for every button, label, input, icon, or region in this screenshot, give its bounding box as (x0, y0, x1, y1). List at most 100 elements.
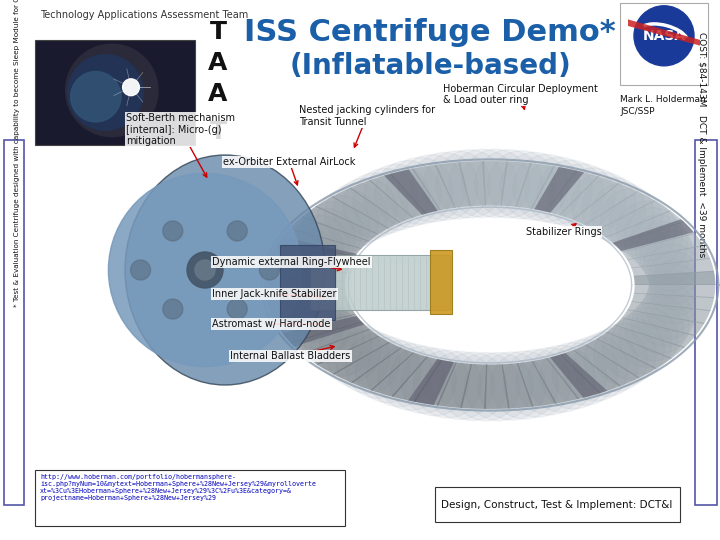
Circle shape (377, 343, 444, 410)
Polygon shape (585, 339, 657, 378)
Circle shape (631, 296, 689, 354)
Polygon shape (532, 358, 580, 403)
Polygon shape (573, 345, 640, 387)
Ellipse shape (125, 155, 325, 385)
Circle shape (600, 188, 662, 251)
Bar (310, 255, 450, 310)
Polygon shape (631, 258, 714, 276)
Circle shape (449, 149, 517, 218)
Circle shape (297, 208, 356, 267)
Text: Design, Construct, Test & Implement: DCT&I: Design, Construct, Test & Implement: DCT… (441, 500, 672, 510)
Circle shape (259, 260, 279, 280)
Polygon shape (627, 245, 710, 268)
Polygon shape (351, 348, 414, 390)
Polygon shape (482, 161, 508, 206)
Polygon shape (560, 350, 621, 394)
Text: Nested jacking cylinders for
Transit Tunnel: Nested jacking cylinders for Transit Tun… (299, 105, 435, 147)
Circle shape (413, 350, 482, 418)
Circle shape (549, 164, 615, 230)
Polygon shape (267, 252, 351, 273)
Circle shape (292, 215, 349, 273)
Polygon shape (265, 289, 347, 306)
Polygon shape (412, 165, 456, 211)
Circle shape (288, 292, 346, 349)
Text: Hoberman Circular Deployment
& Load outer ring: Hoberman Circular Deployment & Load oute… (443, 84, 598, 109)
Circle shape (353, 168, 418, 234)
Circle shape (649, 252, 701, 304)
Bar (4, 140, 24, 505)
Text: COST: $84-143M   DCT & Implement  <39 months: COST: $84-143M DCT & Implement <39 month… (697, 32, 706, 258)
Circle shape (452, 353, 520, 421)
Circle shape (130, 260, 150, 280)
Polygon shape (369, 173, 427, 218)
Text: Soft-Berth mechanism
[internal]: Micro-(g)
mitigation: Soft-Berth mechanism [internal]: Micro-(… (126, 113, 235, 177)
Polygon shape (634, 284, 715, 298)
Circle shape (563, 336, 629, 401)
Polygon shape (289, 217, 369, 249)
Polygon shape (458, 161, 486, 206)
Polygon shape (279, 228, 361, 256)
Polygon shape (534, 167, 584, 213)
Polygon shape (274, 237, 357, 263)
Circle shape (311, 315, 372, 376)
Text: Astromast w/ Hard-node: Astromast w/ Hard-node (212, 319, 330, 329)
Circle shape (647, 244, 700, 298)
Polygon shape (517, 361, 557, 407)
Circle shape (292, 298, 351, 356)
Polygon shape (349, 180, 413, 223)
Circle shape (649, 259, 701, 310)
Polygon shape (627, 301, 711, 324)
Text: NASA: NASA (642, 29, 685, 43)
Text: JSC/SSP: JSC/SSP (620, 107, 654, 116)
Circle shape (317, 189, 379, 251)
Circle shape (647, 271, 701, 324)
Polygon shape (302, 329, 379, 365)
Polygon shape (413, 360, 456, 406)
Circle shape (560, 168, 626, 233)
Text: A: A (208, 51, 228, 75)
Polygon shape (290, 322, 370, 354)
Bar (35, 40, 195, 145)
Circle shape (616, 201, 677, 261)
Circle shape (574, 332, 639, 396)
Bar (430, 250, 452, 314)
Circle shape (625, 302, 684, 361)
Polygon shape (265, 279, 346, 293)
Circle shape (398, 155, 466, 222)
Circle shape (325, 184, 387, 246)
Circle shape (465, 353, 533, 421)
Polygon shape (631, 293, 714, 311)
Polygon shape (272, 240, 355, 265)
Bar (435, 487, 680, 522)
Bar (695, 140, 717, 505)
Polygon shape (301, 206, 379, 241)
Circle shape (327, 325, 390, 388)
Circle shape (333, 178, 397, 242)
Circle shape (584, 328, 648, 392)
Bar (620, 3, 708, 85)
Circle shape (478, 352, 546, 420)
Bar (35, 470, 345, 526)
Circle shape (571, 172, 636, 237)
Circle shape (390, 346, 456, 413)
Circle shape (284, 230, 340, 286)
Polygon shape (392, 356, 442, 402)
Circle shape (387, 157, 453, 224)
Polygon shape (317, 336, 390, 374)
Polygon shape (546, 354, 600, 399)
Circle shape (279, 253, 331, 305)
Circle shape (526, 157, 593, 224)
Circle shape (624, 207, 683, 267)
Circle shape (187, 252, 223, 288)
Text: T: T (210, 120, 227, 144)
Circle shape (163, 299, 183, 319)
Circle shape (346, 334, 410, 398)
Text: (Inflatable-based): (Inflatable-based) (289, 52, 571, 80)
Circle shape (609, 194, 670, 255)
Circle shape (298, 304, 357, 363)
Circle shape (284, 286, 341, 342)
Polygon shape (502, 363, 534, 409)
Circle shape (279, 267, 332, 319)
Polygon shape (622, 309, 704, 336)
Circle shape (318, 320, 381, 382)
